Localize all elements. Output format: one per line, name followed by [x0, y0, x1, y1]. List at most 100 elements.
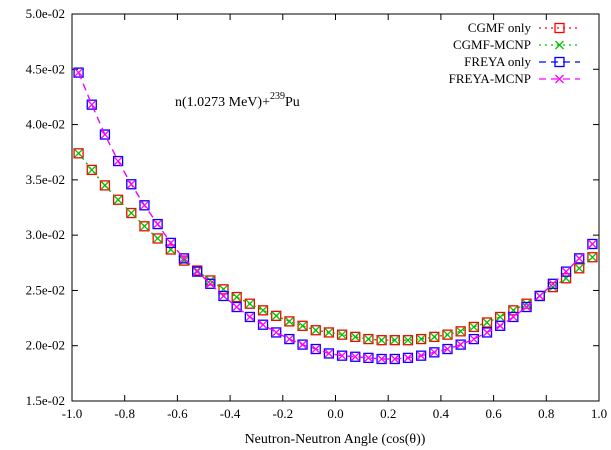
data-point-x: [548, 282, 558, 292]
data-point-x: [258, 320, 268, 330]
data-point-square: [271, 327, 282, 338]
data-point-square: [86, 164, 97, 176]
data-point-x: [140, 221, 149, 231]
data-point-square: [73, 67, 84, 78]
data-point-x: [140, 200, 149, 210]
y-tick-label: 3.0e-02: [26, 227, 65, 242]
data-point-x: [416, 351, 426, 361]
x-tick-label: -0.8: [114, 406, 135, 421]
data-point-x: [508, 312, 518, 322]
data-point-square: [271, 310, 282, 322]
data-point-x: [363, 353, 373, 363]
data-point-x: [587, 252, 597, 262]
data-point-x: [126, 179, 136, 189]
data-point-x: [456, 326, 466, 336]
data-point-x: [522, 299, 531, 309]
data-point-x: [574, 253, 584, 263]
data-point-square: [73, 148, 84, 159]
data-point-x: [324, 327, 334, 337]
data-point-square: [257, 319, 269, 330]
y-tick-label: 4.5e-02: [26, 61, 65, 76]
data-point-square: [231, 301, 242, 313]
data-point-square: [587, 238, 598, 250]
data-point-x: [192, 267, 202, 277]
data-point-x: [245, 312, 255, 322]
data-point-x: [469, 334, 479, 344]
data-point-square: [415, 350, 427, 361]
data-point-square: [481, 317, 493, 328]
data-point-square: [587, 252, 598, 263]
data-point-square: [350, 331, 361, 343]
data-point-x: [100, 130, 110, 139]
data-point-square: [336, 329, 348, 340]
data-point-x: [522, 302, 531, 312]
data-point-square: [297, 320, 308, 331]
data-point-square: [192, 266, 203, 277]
data-point-x: [113, 156, 123, 166]
data-point-square: [323, 327, 335, 338]
data-point-x: [153, 234, 163, 243]
data-point-x: [337, 330, 347, 340]
data-point-square: [205, 278, 216, 289]
annotation-suffix: Pu: [285, 95, 300, 110]
data-point-x: [561, 267, 571, 277]
data-point-x: [271, 311, 281, 321]
data-point-square: [218, 290, 229, 302]
x-tick-label: 0.0: [327, 406, 343, 421]
data-point-x: [574, 263, 584, 273]
data-point-x: [74, 68, 84, 78]
data-point-square: [152, 233, 163, 244]
data-point-square: [178, 253, 190, 264]
data-point-square: [86, 99, 97, 110]
data-point-x: [271, 327, 281, 337]
data-point-x: [350, 332, 360, 342]
data-point-x: [100, 180, 110, 190]
data-point-x: [548, 279, 558, 289]
legend-label: CGMF only: [468, 20, 532, 35]
data-point-square: [429, 331, 440, 343]
data-point-x: [298, 321, 308, 331]
data-point-x: [324, 348, 334, 358]
data-point-square: [99, 129, 111, 140]
data-point-square: [126, 207, 137, 219]
data-point-square: [165, 237, 176, 249]
x-tick-label: 1.0: [591, 406, 607, 421]
data-point-square: [257, 305, 269, 316]
data-point-x: [179, 253, 189, 263]
y-axis-ticks: 1.5e-02 2.0e-02 2.5e-02 3.0e-02 3.5e-02 4.0e-…: [26, 6, 599, 408]
annotation-text: n(1.0273 MeV)+: [175, 95, 270, 110]
legend-label: CGMF-MCNP: [453, 37, 531, 52]
data-point-x: [416, 334, 426, 344]
legend: CGMF only CGMF-MCNP FREYA only FREYA-MCNP: [449, 20, 580, 86]
data-point-square: [231, 291, 242, 303]
data-point-x: [535, 291, 545, 301]
data-point-square: [310, 343, 321, 355]
data-point-square: [112, 194, 124, 205]
data-point-x: [258, 305, 268, 315]
data-point-square: [126, 179, 137, 190]
x-tick-label: -0.4: [220, 406, 241, 421]
x-tick-label: 0.2: [380, 406, 396, 421]
data-point-x: [587, 239, 597, 249]
data-point-x: [377, 354, 387, 364]
data-point-square: [323, 348, 335, 359]
data-point-square: [574, 253, 585, 264]
data-point-x: [311, 325, 321, 335]
data-point-square: [442, 343, 453, 355]
data-point-square: [574, 263, 585, 274]
data-point-x: [166, 238, 176, 248]
data-point-x: [390, 354, 400, 364]
data-point-square: [495, 320, 506, 331]
x-tick-label: 0.6: [485, 406, 502, 421]
data-point-square: [284, 316, 295, 327]
y-tick-label: 1.5e-02: [26, 393, 65, 408]
data-point-square: [376, 335, 387, 346]
data-point-x: [113, 195, 123, 205]
data-point-square: [112, 155, 124, 167]
x-tick-label: -0.2: [273, 406, 294, 421]
data-point-square: [284, 333, 295, 345]
y-tick-label: 2.5e-02: [26, 282, 65, 297]
x-tick-label: 0.4: [433, 406, 450, 421]
data-point-square: [139, 221, 150, 232]
data-point-square: [468, 321, 479, 333]
